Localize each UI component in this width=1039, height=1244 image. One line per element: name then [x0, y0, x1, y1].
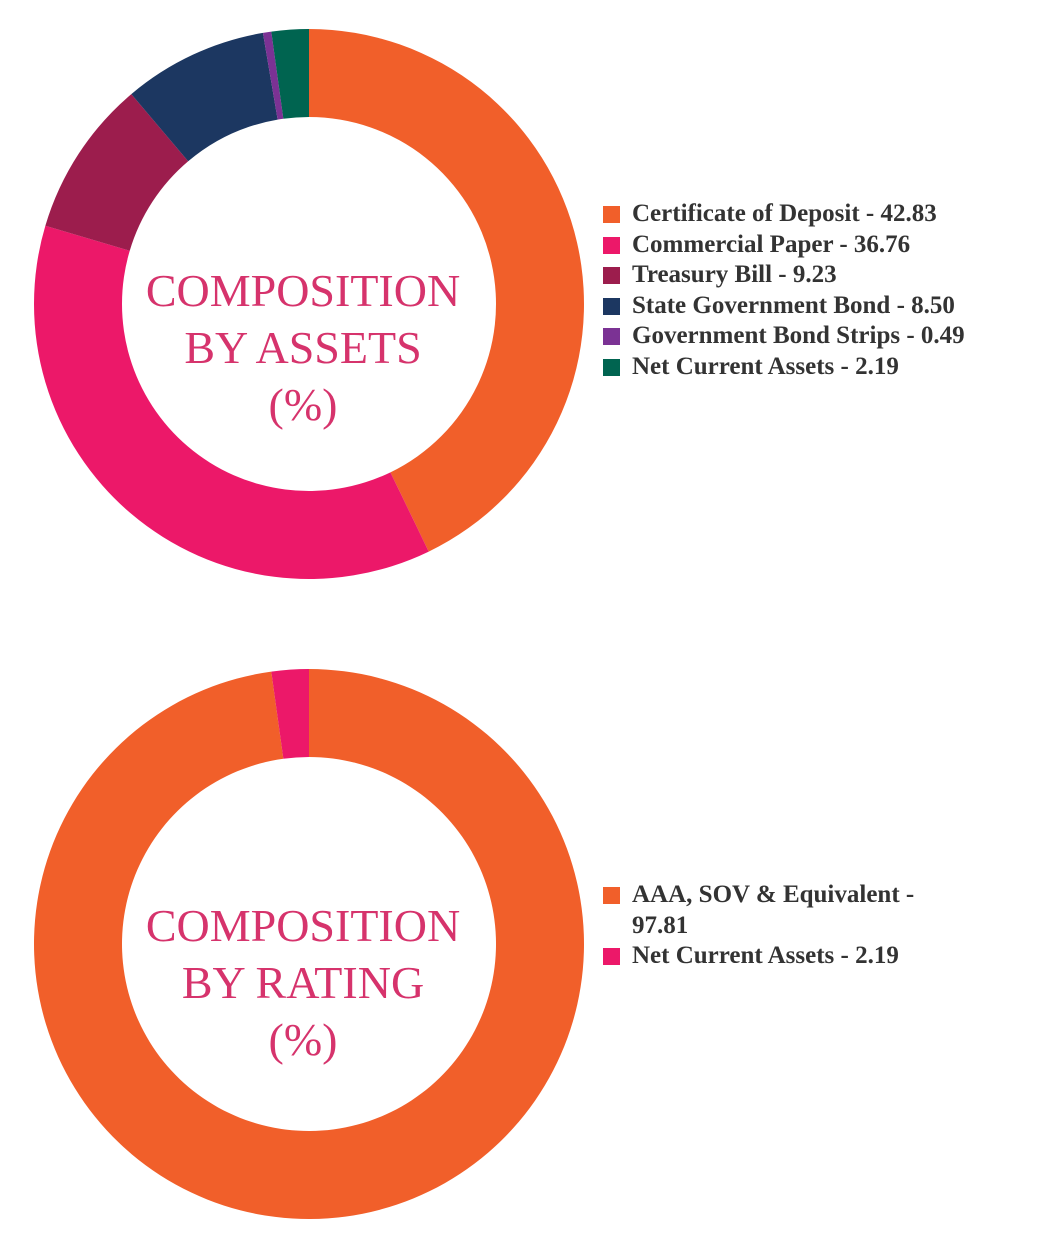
legend-label: Net Current Assets - 2.19 — [632, 352, 899, 380]
legend-label: Certificate of Deposit - 42.83 — [632, 200, 937, 227]
assets-chart-title: COMPOSITION BY ASSETS (%) — [108, 262, 498, 433]
donut-slice-aaa-sov-equivalent — [33, 669, 584, 1219]
legend-item-net-current-assets: Net Current Assets - 2.19 — [603, 941, 953, 972]
legend-swatch — [603, 328, 620, 345]
assets-chart-panel: COMPOSITION BY ASSETS (%) Certificate of… — [0, 0, 1039, 610]
legend-label: State Government Bond - 8.50 — [632, 291, 955, 319]
legend-swatch — [603, 948, 620, 965]
legend-item-government-bond-strips: Government Bond Strips - 0.49 — [603, 321, 1023, 352]
legend-swatch — [603, 236, 620, 254]
legend-swatch — [603, 297, 620, 315]
legend-label: AAA, SOV & Equivalent - 97.81 — [632, 881, 915, 939]
legend-swatch — [603, 206, 620, 223]
rating-title-line-3: (%) — [268, 1014, 338, 1065]
assets-legend: Certificate of Deposit - 42.83 Commercia… — [603, 199, 1023, 382]
legend-label: Government Bond Strips - 0.49 — [632, 322, 965, 349]
legend-item-treasury-bill: Treasury Bill - 9.23 — [603, 260, 1023, 291]
assets-donut-chart — [34, 29, 584, 579]
assets-title-line-1: COMPOSITION — [145, 265, 461, 316]
rating-legend: AAA, SOV & Equivalent - 97.81 Net Curren… — [603, 880, 953, 972]
rating-donut-chart — [33, 669, 584, 1219]
rating-chart-panel: COMPOSITION BY RATING (%) AAA, SOV & Equ… — [0, 640, 1039, 1240]
donut-slice-net-current-assets — [271, 669, 309, 759]
donut-slice-government-bond-strips — [262, 31, 284, 120]
legend-item-commercial-paper: Commercial Paper - 36.76 — [603, 230, 1023, 261]
donut-slice-commercial-paper — [34, 225, 429, 579]
donut-slice-state-government-bond — [131, 32, 278, 162]
legend-item-net-current-assets: Net Current Assets - 2.19 — [603, 352, 1023, 383]
donut-slice-treasury-bill — [45, 94, 189, 251]
legend-label: Net Current Assets - 2.19 — [632, 942, 899, 969]
legend-swatch — [603, 358, 620, 376]
rating-chart-title: COMPOSITION BY RATING (%) — [108, 897, 498, 1068]
assets-title-line-2: BY ASSETS — [184, 322, 422, 373]
legend-label: Treasury Bill - 9.23 — [632, 261, 837, 288]
rating-title-line-2: BY RATING — [181, 957, 425, 1008]
legend-swatch — [603, 267, 620, 284]
donut-slice-net-current-assets — [271, 29, 309, 119]
legend-label: Commercial Paper - 36.76 — [632, 230, 911, 258]
donut-slice-certificate-of-deposit — [309, 29, 584, 552]
rating-title-line-1: COMPOSITION — [145, 900, 461, 951]
legend-item-state-government-bond: State Government Bond - 8.50 — [603, 291, 1023, 322]
legend-item-aaa-sov-equivalent: AAA, SOV & Equivalent - 97.81 — [603, 880, 953, 941]
assets-title-line-3: (%) — [268, 379, 338, 430]
legend-item-certificate-of-deposit: Certificate of Deposit - 42.83 — [603, 199, 1023, 230]
legend-swatch — [603, 887, 620, 904]
